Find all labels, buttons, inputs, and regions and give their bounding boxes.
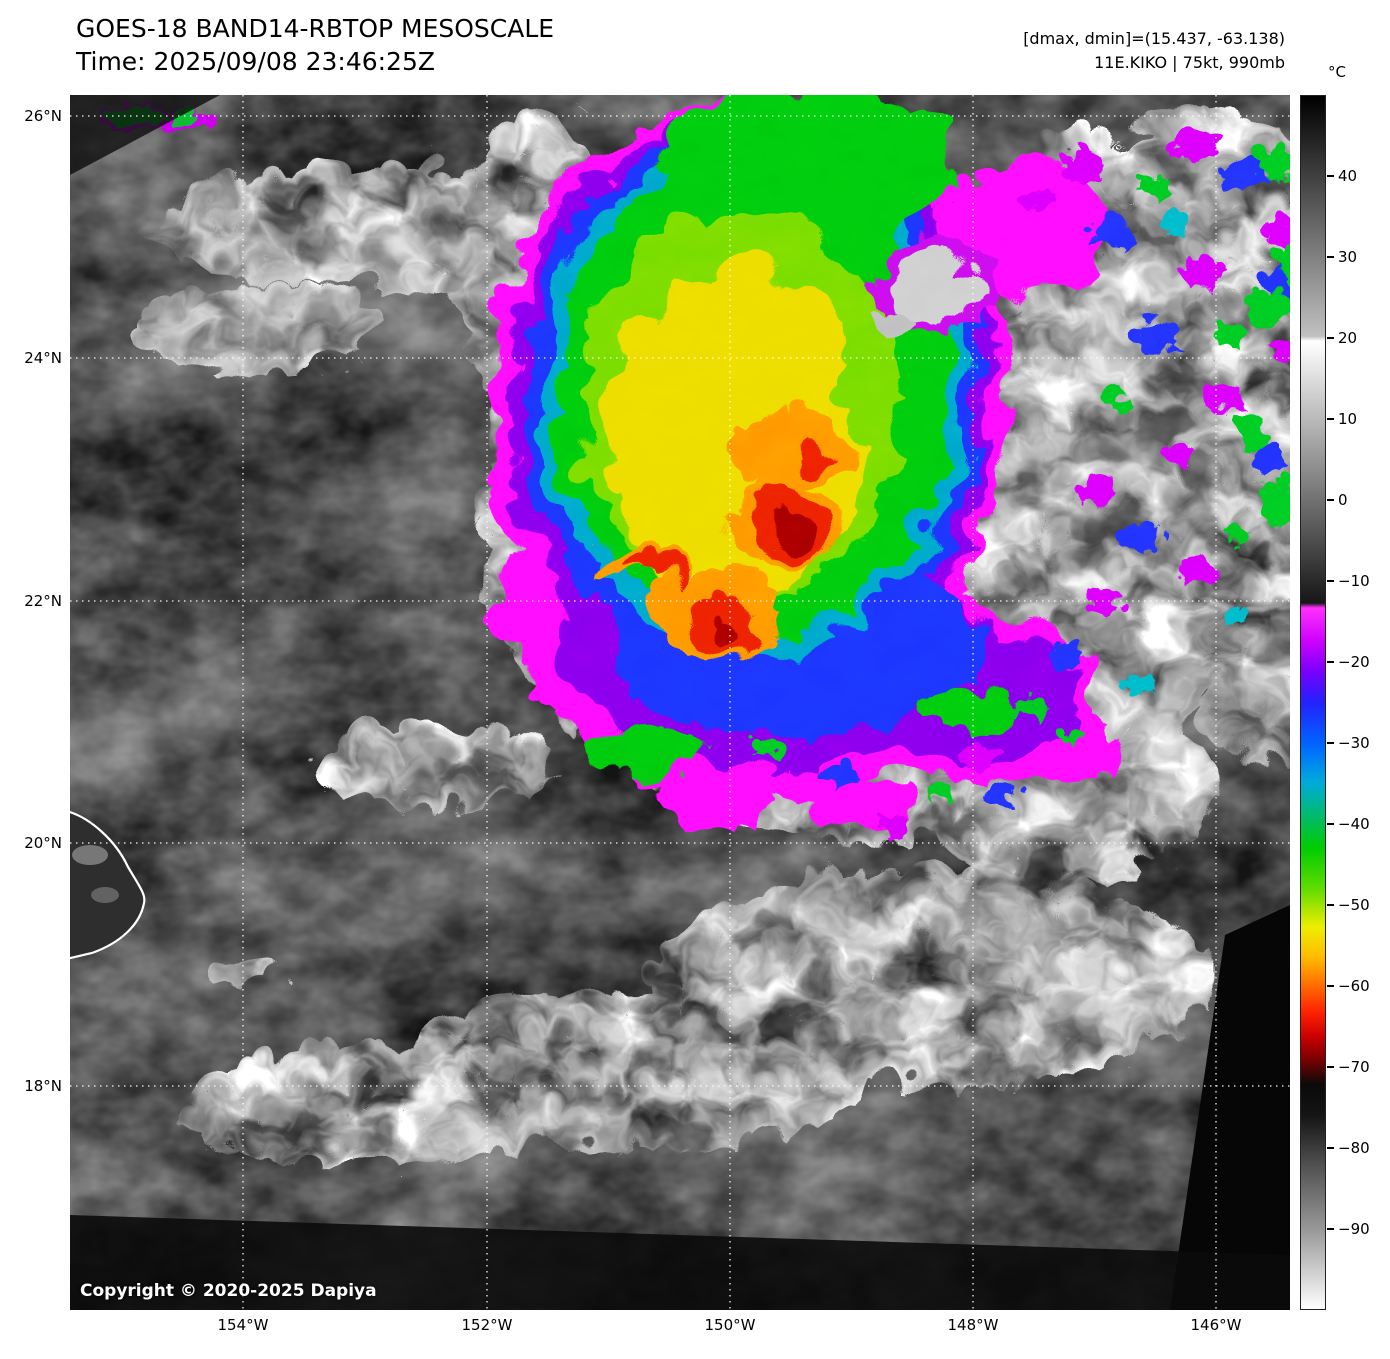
lon-label-150w: 150°W xyxy=(704,1316,756,1334)
lon-label-148w: 148°W xyxy=(947,1316,999,1334)
copyright-text: Copyright © 2020-2025 Dapiya xyxy=(80,1281,377,1301)
lat-label-20n: 20°N xyxy=(24,834,62,852)
colorbar-tick: −40 xyxy=(1327,814,1370,834)
colorbar-tick: −10 xyxy=(1327,571,1370,591)
colorbar-unit-label: °C xyxy=(1328,63,1346,81)
lat-label-22n: 22°N xyxy=(24,592,62,610)
colorbar-tick: 30 xyxy=(1327,247,1357,267)
colorbar-tick: 40 xyxy=(1327,166,1357,186)
colorbar-tick: 20 xyxy=(1327,328,1357,348)
scan-edge-shadows xyxy=(70,95,1290,1310)
lat-label-24n: 24°N xyxy=(24,349,62,367)
figure-time: Time: 2025/09/08 23:46:25Z xyxy=(76,47,435,76)
colorbar-tick: −80 xyxy=(1327,1138,1370,1158)
lat-label-26n: 26°N xyxy=(24,107,62,125)
texture-overlay xyxy=(70,95,1290,1310)
lat-lon-grid xyxy=(70,95,1290,1310)
colorbar-tick: 10 xyxy=(1327,409,1357,429)
satellite-image xyxy=(70,95,1290,1310)
colorbar-tick: −70 xyxy=(1327,1057,1370,1077)
lon-label-146w: 146°W xyxy=(1190,1316,1242,1334)
colorbar-tick: −90 xyxy=(1327,1219,1370,1239)
storm-label: 11E.KIKO | 75kt, 990mb xyxy=(1094,53,1285,72)
colorbar-tick: −50 xyxy=(1327,895,1370,915)
satellite-map: Copyright © 2020-2025 Dapiya xyxy=(70,95,1290,1310)
lon-label-154w: 154°W xyxy=(217,1316,269,1334)
lon-label-152w: 152°W xyxy=(461,1316,513,1334)
colorbar-tick: 0 xyxy=(1327,490,1348,510)
stat-dmax-dmin: [dmax, dmin]=(15.437, -63.138) xyxy=(1023,29,1285,48)
hawaii-island-outline xyxy=(70,811,146,960)
figure-title: GOES-18 BAND14-RBTOP MESOSCALE xyxy=(76,14,555,43)
lat-label-18n: 18°N xyxy=(24,1077,62,1095)
colorbar-gradient xyxy=(1300,95,1326,1310)
colorbar-tick: −20 xyxy=(1327,652,1370,672)
colorbar-tick: −30 xyxy=(1327,733,1370,753)
colorbar-tick: −60 xyxy=(1327,976,1370,996)
